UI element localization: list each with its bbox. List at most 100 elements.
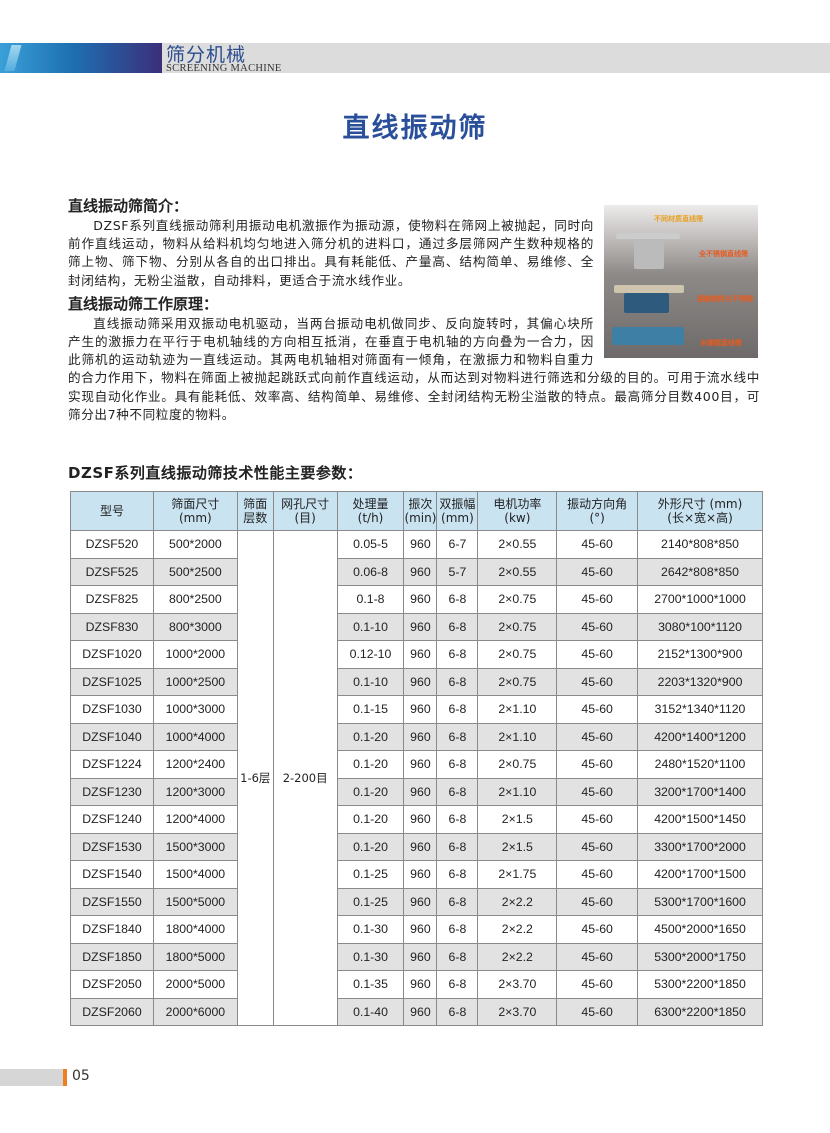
table-cell: 960	[403, 557, 438, 586]
table-row: DZSF1025 1000*2500 0.1-10 960 6-8 2×0.75 45-60…	[70, 667, 763, 696]
table-cell: 0.1-35	[336, 970, 405, 999]
table-row: DZSF830 800*3000 0.1-10 960 6-8 2×0.75 45-60 30…	[70, 612, 763, 641]
table-cell: 6-8	[436, 750, 479, 779]
table-cell: 2×1.5	[477, 832, 558, 861]
table-cell: 2×2.2	[477, 887, 558, 916]
table-cell: 1200*2400	[152, 750, 238, 779]
table-cell: 1500*3000	[152, 832, 238, 861]
table-cell: 2×0.75	[477, 612, 558, 641]
table-cell: 45-60	[556, 805, 639, 834]
table-cell: 960	[403, 805, 438, 834]
table-cell: 800*3000	[152, 612, 238, 641]
column-header: 外形尺寸 (mm) (长×宽×高)	[637, 491, 763, 531]
table-cell: 2×1.10	[477, 695, 558, 724]
photo-label: 不同材质直线筛	[654, 215, 703, 223]
table-row: DZSF1230 1200*3000 0.1-20 960 6-8 2×1.10 45-60…	[70, 777, 763, 806]
table-row: DZSF1530 1500*3000 0.1-20 960 6-8 2×1.5 45-60 3…	[70, 832, 763, 861]
table-row: DZSF520 500*2000 1-6层 2-200目 0.05-5 960 6-7 2×0…	[70, 530, 763, 1026]
table-cell: 6-8	[436, 997, 479, 1026]
table-cell: 0.1-25	[336, 887, 405, 916]
table-cell: 960	[403, 860, 438, 889]
table-row: DZSF1040 1000*4000 0.1-20 960 6-8 2×1.10 45-60…	[70, 722, 763, 751]
table-cell: DZSF1530	[70, 832, 154, 861]
table-cell: 45-60	[556, 750, 639, 779]
table-cell: 960	[403, 970, 438, 999]
table-cell: 500*2500	[152, 557, 238, 586]
table-cell: DZSF1030	[70, 695, 154, 724]
table-cell: 0.1-10	[336, 612, 405, 641]
table-cell: 0.06-8	[336, 557, 405, 586]
table-cell: 0.1-30	[336, 915, 405, 944]
footer-bar	[0, 1069, 64, 1086]
table-cell: 6-8	[436, 860, 479, 889]
table-cell: 45-60	[556, 997, 639, 1026]
intro-text: DZSF系列直线振动筛利用振动电机激振作为振动源，使物料在筛网上被抛起，同时向前…	[68, 218, 594, 288]
table-cell: 2152*1300*900	[637, 640, 763, 669]
table-cell: 5300*2200*1850	[637, 970, 763, 999]
table-cell: 3080*100*1120	[637, 612, 763, 641]
photo-label: 全碳钢直线筛	[700, 339, 742, 347]
table-cell: 45-60	[556, 722, 639, 751]
table-cell: 2000*6000	[152, 997, 238, 1026]
table-cell: 960	[403, 942, 438, 971]
table-row: DZSF525 500*2500 0.06-8 960 5-7 2×0.55 45-60 26…	[70, 557, 763, 586]
table-cell: 6-8	[436, 805, 479, 834]
table-row: DZSF1240 1200*4000 0.1-20 960 6-8 2×1.5 45-60 4…	[70, 805, 763, 834]
table-row: DZSF1030 1000*3000 0.1-15 960 6-8 2×1.10 45-60…	[70, 695, 763, 724]
footer-accent	[63, 1069, 67, 1086]
table-cell: DZSF1224	[70, 750, 154, 779]
table-cell: 2000*5000	[152, 970, 238, 999]
mesh-cell: 2-200目	[272, 530, 338, 1026]
column-header: 电机功率 (kw)	[477, 491, 558, 531]
table-cell: 0.12-10	[336, 640, 405, 669]
page-number: 05	[72, 1068, 90, 1084]
table-cell: 6-8	[436, 612, 479, 641]
column-header: 型号	[70, 491, 154, 531]
column-header: 振次 (min)	[403, 491, 438, 531]
product-photo: 不同材质直线筛 全不锈钢直线筛 接触物料为不锈钢 全碳钢直线筛	[604, 205, 758, 358]
table-cell: 1800*5000	[152, 942, 238, 971]
table-cell: 0.1-20	[336, 722, 405, 751]
brand-en: SCREENING MACHINE	[166, 63, 282, 74]
table-cell: 2203*1320*900	[637, 667, 763, 696]
table-cell: DZSF2050	[70, 970, 154, 999]
table-cell: 2×0.55	[477, 557, 558, 586]
table-cell: 1500*5000	[152, 887, 238, 916]
column-header: 双振幅 (mm)	[436, 491, 479, 531]
table-cell: 1200*3000	[152, 777, 238, 806]
table-cell: 960	[403, 832, 438, 861]
column-header: 筛面 层数	[236, 491, 274, 531]
column-header: 筛面尺寸 (mm)	[152, 491, 238, 531]
table-cell: 960	[403, 585, 438, 614]
table-cell: 45-60	[556, 777, 639, 806]
table-row: DZSF2050 2000*5000 0.1-35 960 6-8 2×3.70 45-60…	[70, 970, 763, 999]
table-cell: 5300*1700*1600	[637, 887, 763, 916]
table-cell: 45-60	[556, 942, 639, 971]
table-cell: 45-60	[556, 915, 639, 944]
table-cell: 4500*2000*1650	[637, 915, 763, 944]
table-cell: 6-8	[436, 970, 479, 999]
table-cell: 0.1-20	[336, 777, 405, 806]
table-cell: 0.1-20	[336, 750, 405, 779]
table-cell: 45-60	[556, 667, 639, 696]
table-cell: 2×3.70	[477, 997, 558, 1026]
table-cell: 2642*808*850	[637, 557, 763, 586]
column-header: 处理量 (t/h)	[336, 491, 405, 531]
table-cell: DZSF520	[70, 530, 154, 559]
table-cell: 45-60	[556, 585, 639, 614]
table-row: DZSF1840 1800*4000 0.1-30 960 6-8 2×2.2 45-60 4…	[70, 915, 763, 944]
table-cell: 960	[403, 887, 438, 916]
table-cell: 1800*4000	[152, 915, 238, 944]
intro-heading: 直线振动筛简介：	[68, 197, 189, 215]
table-cell: 960	[403, 640, 438, 669]
table-cell: 960	[403, 695, 438, 724]
table-cell: 960	[403, 612, 438, 641]
table-cell: 6-8	[436, 915, 479, 944]
table-cell: 6-8	[436, 887, 479, 916]
table-header-row: 型号 筛面尺寸 (mm) 筛面 层数 网孔尺寸 (目) 处理量 (t/h) 振次 (min…	[70, 491, 763, 531]
table-cell: 45-60	[556, 695, 639, 724]
table-cell: 6-8	[436, 667, 479, 696]
table-cell: 45-60	[556, 530, 639, 559]
table-cell: 45-60	[556, 887, 639, 916]
column-header: 振动方向角 (°)	[556, 491, 639, 531]
